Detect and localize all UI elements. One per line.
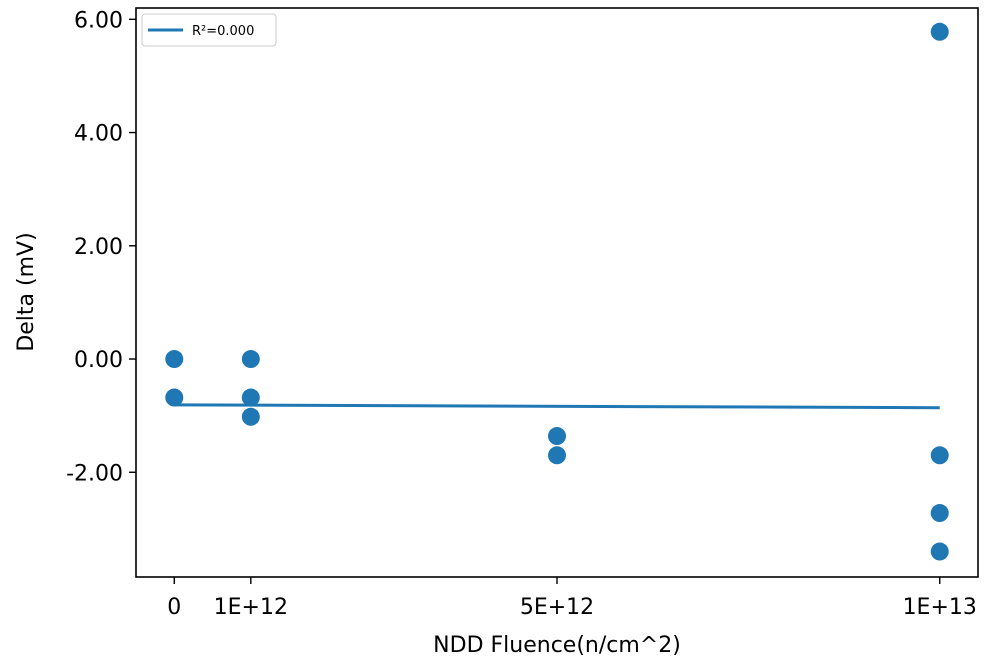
- data-point: [165, 388, 184, 407]
- legend: R²=0.000: [141, 13, 277, 47]
- x-tick-label: 1E+13: [903, 595, 977, 620]
- data-point: [241, 407, 260, 426]
- x-tick-label: 1E+12: [214, 595, 288, 620]
- x-axis: 0 1E+12 5E+12 1E+13: [167, 577, 977, 620]
- y-tick-label: 6.00: [74, 8, 123, 33]
- data-point: [930, 446, 949, 465]
- fit-line-layer: [174, 403, 940, 410]
- fit-line: [174, 403, 940, 410]
- data-point: [548, 427, 566, 446]
- data-point: [930, 22, 949, 41]
- data-point: [241, 350, 260, 369]
- y-tick-label: 2.00: [74, 235, 123, 260]
- plot-frame: [135, 7, 979, 578]
- x-axis-label: NDD Fluence(n/cm^2): [433, 633, 681, 658]
- x-tick-label: 5E+12: [520, 595, 594, 620]
- y-axis-label: Delta (mV): [14, 232, 39, 351]
- data-point: [165, 350, 184, 369]
- y-tick-label: 4.00: [74, 122, 123, 147]
- y-tick-label: -2.00: [66, 461, 123, 486]
- data-point: [241, 388, 260, 407]
- data-point: [930, 504, 949, 523]
- legend-fit-label: R²=0.000: [192, 24, 254, 39]
- y-tick-label: 0.00: [74, 348, 123, 373]
- legend-box: [141, 13, 277, 47]
- x-tick-label: 0: [167, 595, 181, 620]
- data-point: [548, 446, 566, 465]
- y-axis: -2.00 0.00 2.00 4.00 6.00: [66, 8, 136, 486]
- data-points: [165, 22, 949, 561]
- data-point: [930, 542, 949, 561]
